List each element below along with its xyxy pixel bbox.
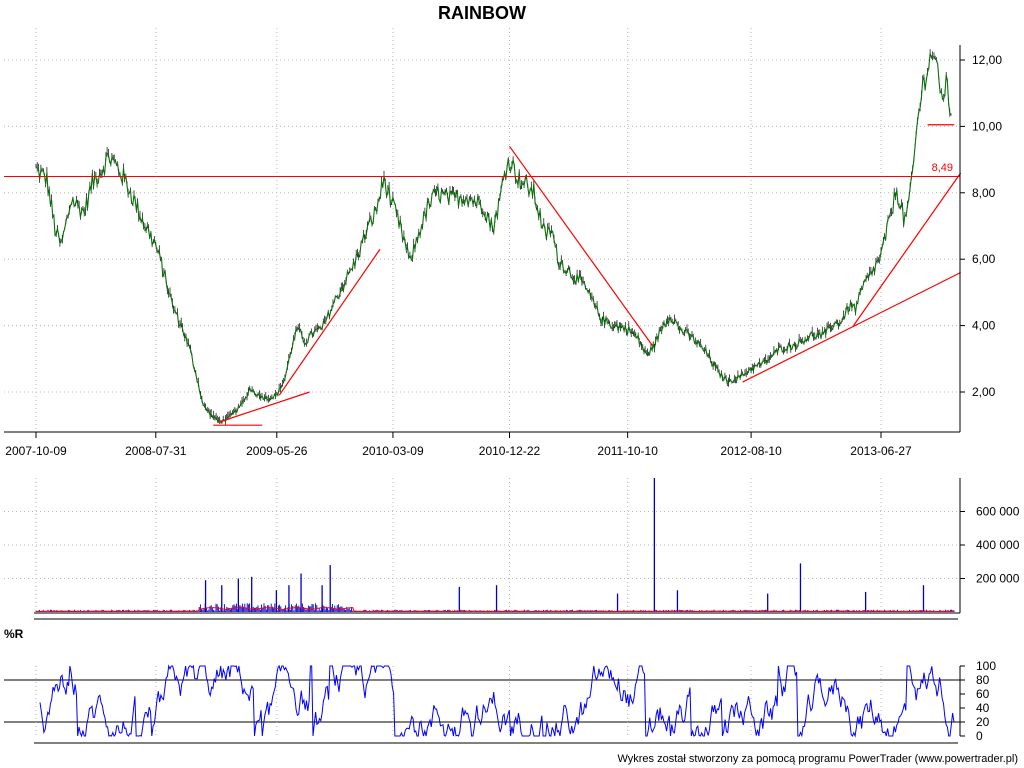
price-y-tick-label: 2,00	[972, 385, 996, 399]
williams-r-series	[39, 664, 955, 738]
volume-panel: 200 000 400 000 600 000	[4, 478, 1020, 620]
price-y-tick-label: 6,00	[972, 252, 996, 266]
trend-line-5	[742, 271, 961, 383]
williams-r-line	[39, 664, 955, 738]
price-y-ticks: 2,00 4,00 6,00 8,00 10,00 12,00	[960, 53, 1002, 399]
volume-y-ticks: 200 000 400 000 600 000	[960, 505, 1020, 586]
williams-r-y-tick-label: 40	[976, 701, 990, 715]
price-y-tick-label: 4,00	[972, 319, 996, 333]
price-y-tick-label: 10,00	[972, 119, 1002, 133]
williams-r-title: %R	[4, 627, 24, 641]
williams-r-grid	[4, 666, 960, 736]
volume-bars	[35, 478, 955, 612]
price-series	[35, 49, 952, 425]
williams-r-y-tick-label: 80	[976, 673, 990, 687]
x-tick-label: 2008-07-31	[125, 444, 187, 458]
x-tick-label: 2010-03-09	[362, 444, 424, 458]
volume-y-tick-label: 400 000	[976, 538, 1020, 552]
price-bars	[35, 49, 952, 425]
volume-bars-path	[35, 603, 955, 612]
trend-line-3	[278, 248, 381, 396]
williams-r-y-tick-label: 20	[976, 715, 990, 729]
trend-line-6	[852, 172, 962, 326]
volume-average-line	[35, 607, 954, 612]
price-y-tick-label: 12,00	[972, 53, 1002, 67]
trend-line-2	[219, 391, 310, 423]
x-tick-label: 2007-10-09	[5, 444, 67, 458]
chart-title: RAINBOW	[438, 3, 526, 23]
price-x-ticks: 2007-10-09 2008-07-31 2009-05-26 2010-03-09…	[5, 432, 912, 458]
price-grid	[4, 28, 960, 432]
volume-y-tick-label: 200 000	[976, 572, 1020, 586]
williams-r-y-tick-label: 100	[976, 659, 996, 673]
price-y-tick-label: 8,00	[972, 186, 996, 200]
price-line	[35, 53, 952, 424]
x-tick-label: 2009-05-26	[246, 444, 308, 458]
volume-y-tick-label: 600 000	[976, 505, 1020, 519]
footer-credit: Wykres został stworzony za pomocą progra…	[617, 753, 1018, 765]
price-trendlines	[4, 124, 962, 426]
williams-r-y-tick-label: 0	[976, 729, 983, 743]
x-tick-label: 2012-08-10	[720, 444, 782, 458]
resistance-level-label: 8,49	[932, 162, 953, 174]
williams-r-y-tick-label: 60	[976, 687, 990, 701]
x-tick-label: 2013-06-27	[850, 444, 912, 458]
volume-grid	[4, 478, 960, 612]
trend-line-4	[509, 145, 653, 346]
x-tick-label: 2010-12-22	[479, 444, 541, 458]
x-tick-label: 2011-10-10	[597, 444, 658, 458]
